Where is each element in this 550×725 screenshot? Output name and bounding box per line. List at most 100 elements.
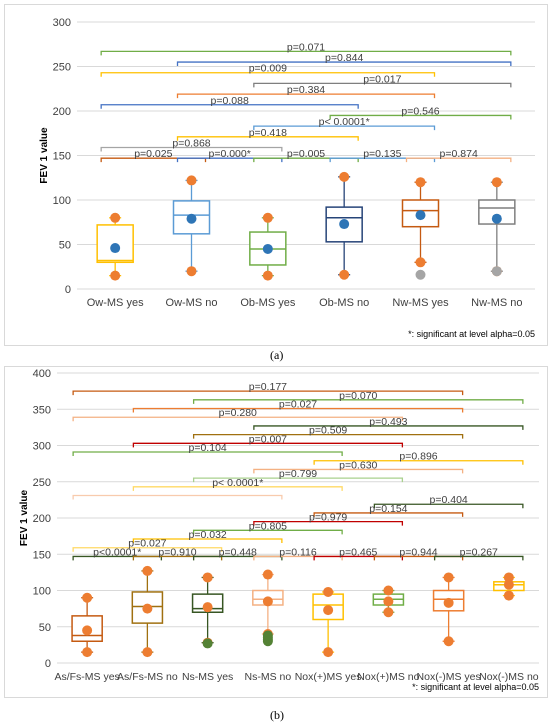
p-value-label: p=0.027 [279, 399, 317, 411]
x-tick-label: Ob-MS yes [240, 297, 296, 309]
whisker-max-marker [443, 572, 454, 583]
p-value-label: p=0.799 [279, 468, 317, 480]
comparison-bracket [313, 512, 464, 517]
whisker-max-marker [142, 565, 153, 576]
p-value-label: p=0.007 [249, 433, 287, 445]
whisker-max-marker [503, 572, 514, 583]
p-value-label: p=0.448 [219, 546, 257, 558]
comparison-bracket [100, 72, 436, 77]
p-value-label: p=0.032 [189, 529, 227, 541]
x-tick-label: Ow-MS no [166, 297, 218, 309]
comparison-bracket [72, 390, 464, 396]
p-value-label: p=0.027 [128, 538, 166, 550]
p-value-label: p=0.005 [287, 148, 325, 160]
comparison-bracket [132, 538, 283, 544]
whisker-min-marker [415, 257, 426, 268]
whisker-min-marker [186, 266, 197, 277]
x-tick-label: As/Fs-MS yes [54, 671, 119, 683]
p-value-label: p< 0.0001* [319, 116, 370, 128]
p-value-label: p=0.384 [287, 84, 325, 96]
p-value-label: p=0.874 [440, 148, 478, 160]
x-tick-label: Nox(+)MS yes [295, 671, 362, 683]
x-tick-label: Nox(-)MS no [479, 671, 539, 683]
comparison-bracket [176, 136, 359, 141]
y-axis-label: FEV 1 value [19, 489, 30, 546]
whisker-min-marker [443, 636, 454, 647]
y-tick-label: 150 [53, 151, 71, 163]
mean-marker [262, 243, 273, 254]
comparison-bracket [253, 520, 404, 526]
whisker-max-marker [262, 569, 273, 580]
comparison-bracket [72, 494, 283, 500]
mean-marker [202, 602, 213, 613]
outlier-point [262, 630, 273, 641]
whisker-max-marker [82, 592, 93, 603]
whisker-max-marker [323, 586, 334, 597]
comparison-bracket [192, 433, 464, 439]
p-value-label: p=0.025 [134, 148, 172, 160]
p-value-label: p=0.465 [339, 546, 377, 558]
comparison-bracket [253, 468, 464, 474]
mean-marker [142, 603, 153, 614]
comparison-bracket [176, 61, 512, 67]
comparison-bracket [253, 157, 359, 163]
whisker-min-marker [262, 270, 273, 281]
comparison-bracket [313, 460, 524, 465]
y-tick-label: 200 [53, 106, 71, 118]
comparison-bracket [176, 157, 283, 163]
p-value-label: p=0.509 [309, 425, 347, 437]
y-tick-label: 0 [45, 658, 51, 670]
p-value-label: p<0.0001* [93, 546, 141, 558]
comparison-bracket [132, 555, 223, 561]
whisker-min-marker [323, 647, 334, 658]
p-value-label: p=0.418 [249, 127, 287, 139]
x-tick-label: Nox(-)MS yes [417, 671, 481, 683]
comparison-bracket [373, 555, 464, 561]
comparison-bracket [253, 425, 524, 430]
y-tick-label: 400 [33, 368, 51, 380]
p-value-label: p=0.154 [369, 503, 407, 515]
x-tick-label: Ob-MS no [319, 297, 369, 309]
comparison-bracket [192, 529, 343, 535]
whisker-max-marker [110, 212, 121, 223]
mean-marker [323, 605, 334, 616]
boxplot-chart-b: 0 50 100 150 200 250 300 350 400 FEV 1 value p=0.1… [19, 368, 539, 692]
whisker-min-marker [110, 270, 121, 281]
p-value-label: p=0.896 [399, 451, 437, 463]
mean-marker [415, 210, 426, 221]
comparison-bracket [373, 503, 524, 509]
comparison-bracket [253, 82, 512, 88]
p-value-label: p=0.070 [339, 390, 377, 402]
comparison-bracket [192, 399, 524, 404]
whisker-max-marker [339, 171, 350, 182]
p-value-label: p=0.177 [249, 381, 287, 393]
comparison-bracket [72, 555, 163, 561]
whisker-min-marker [339, 269, 350, 280]
mean-marker [383, 596, 394, 607]
x-tick-label: Ow-MS yes [87, 297, 144, 309]
mean-marker [503, 579, 514, 590]
p-value-label: p=0.135 [363, 148, 401, 160]
comparison-bracket [253, 555, 343, 561]
p-value-label: p=0.944 [399, 546, 437, 558]
x-tick-label: Nw-MS no [471, 297, 522, 309]
panel-label-b: (b) [270, 708, 284, 722]
p-value-label: p=0.267 [460, 546, 498, 558]
whisker-min-marker [383, 607, 394, 618]
y-axis-label: FEV 1 value [39, 127, 50, 184]
outlier-point [415, 269, 426, 280]
y-tick-label: 100 [33, 586, 51, 598]
comparison-bracket [253, 125, 436, 131]
mean-marker [262, 596, 273, 607]
comparison-bracket [72, 416, 404, 422]
comparison-bracket [72, 547, 223, 552]
whisker-max-marker [415, 177, 426, 188]
y-tick-label: 50 [59, 240, 71, 252]
p-value-label: p< 0.0001* [212, 477, 263, 489]
x-tick-label: Nox(+)MS no [357, 671, 419, 683]
p-value-label: p=0.910 [158, 546, 196, 558]
chart-panel-b: 0 50 100 150 200 250 300 350 400 FEV 1 value p=0.1… [4, 366, 548, 698]
whisker-min-marker [503, 590, 514, 601]
comparison-bracket [192, 555, 283, 561]
whisker-max-marker [383, 585, 394, 596]
